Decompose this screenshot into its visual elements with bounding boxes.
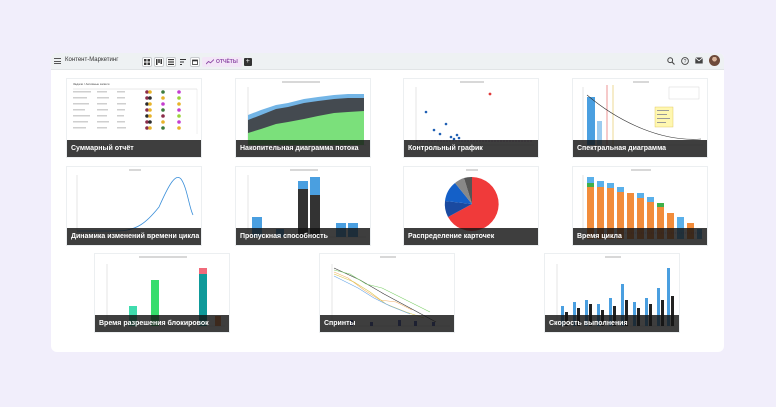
report-label: Суммарный отчёт: [67, 140, 201, 157]
report-label: Спринты: [320, 315, 454, 332]
chart-line-icon: [206, 58, 214, 64]
view-switcher: ОТЧЁТЫ +: [142, 56, 252, 67]
summary-table-thumbnail: Задачи / Активные записи: [73, 82, 198, 134]
report-label: Спектральная диаграмма: [573, 140, 707, 157]
filter-icon[interactable]: [178, 57, 188, 67]
report-card-sprints[interactable]: Спринты: [319, 253, 455, 333]
svg-text:Задачи / Активные записи: Задачи / Активные записи: [73, 82, 110, 86]
report-label: Скорость выполнения: [545, 315, 679, 332]
report-label: Накопительная диаграмма потока: [236, 140, 370, 157]
report-card-cycle-time-dynamics[interactable]: Динамика изменений времени цикла: [66, 166, 202, 246]
report-label: Контрольный график: [404, 140, 538, 157]
header-actions: ?: [667, 55, 720, 66]
grid-view-icon[interactable]: [142, 56, 152, 67]
tab-reports-label: ОТЧЁТЫ: [216, 58, 238, 65]
board-view-icon[interactable]: [154, 56, 164, 67]
report-card-throughput[interactable]: Пропускная способность: [235, 166, 371, 246]
report-label: Время разрешения блокировок: [95, 315, 229, 332]
report-card-spectral[interactable]: Спектральная диаграмма: [572, 78, 708, 158]
add-report-button[interactable]: +: [243, 57, 252, 66]
report-card-cycle-time[interactable]: Время цикла: [572, 166, 708, 246]
report-card-summary[interactable]: Задачи / Активные записи: [66, 78, 202, 158]
cumulative-flow-thumbnail: [247, 81, 366, 146]
report-card-block-resolution[interactable]: Время разрешения блокировок: [94, 253, 230, 333]
tab-reports[interactable]: ОТЧЁТЫ: [202, 56, 242, 67]
mail-icon[interactable]: [695, 57, 703, 64]
svg-text:?: ?: [684, 59, 687, 65]
search-icon[interactable]: [667, 56, 675, 65]
report-label: Время цикла: [573, 228, 707, 245]
report-label: Пропускная способность: [236, 228, 370, 245]
report-label: Динамика изменений времени цикла: [67, 228, 201, 245]
spectral-chart-thumbnail: [582, 81, 703, 146]
app-window: Контент-Маркетинг ОТЧЁТЫ +: [51, 53, 724, 352]
report-card-velocity[interactable]: Скорость выполнения: [544, 253, 680, 333]
report-card-card-distribution[interactable]: Распределение карточек: [403, 166, 539, 246]
avatar[interactable]: [709, 55, 720, 66]
top-bar: Контент-Маркетинг ОТЧЁТЫ +: [51, 53, 724, 70]
calendar-icon[interactable]: [190, 56, 200, 67]
report-label: Распределение карточек: [404, 228, 538, 245]
report-card-cumulative-flow[interactable]: Накопительная диаграмма потока: [235, 78, 371, 158]
page-title: Контент-Маркетинг: [65, 57, 119, 63]
card-distribution-pie-thumbnail: [444, 169, 499, 231]
sprints-chart-thumbnail: [331, 256, 450, 327]
menu-icon[interactable]: [54, 58, 61, 64]
list-view-icon[interactable]: [166, 56, 176, 67]
report-card-control-chart[interactable]: Контрольный график: [403, 78, 539, 158]
help-icon[interactable]: ?: [681, 56, 689, 65]
